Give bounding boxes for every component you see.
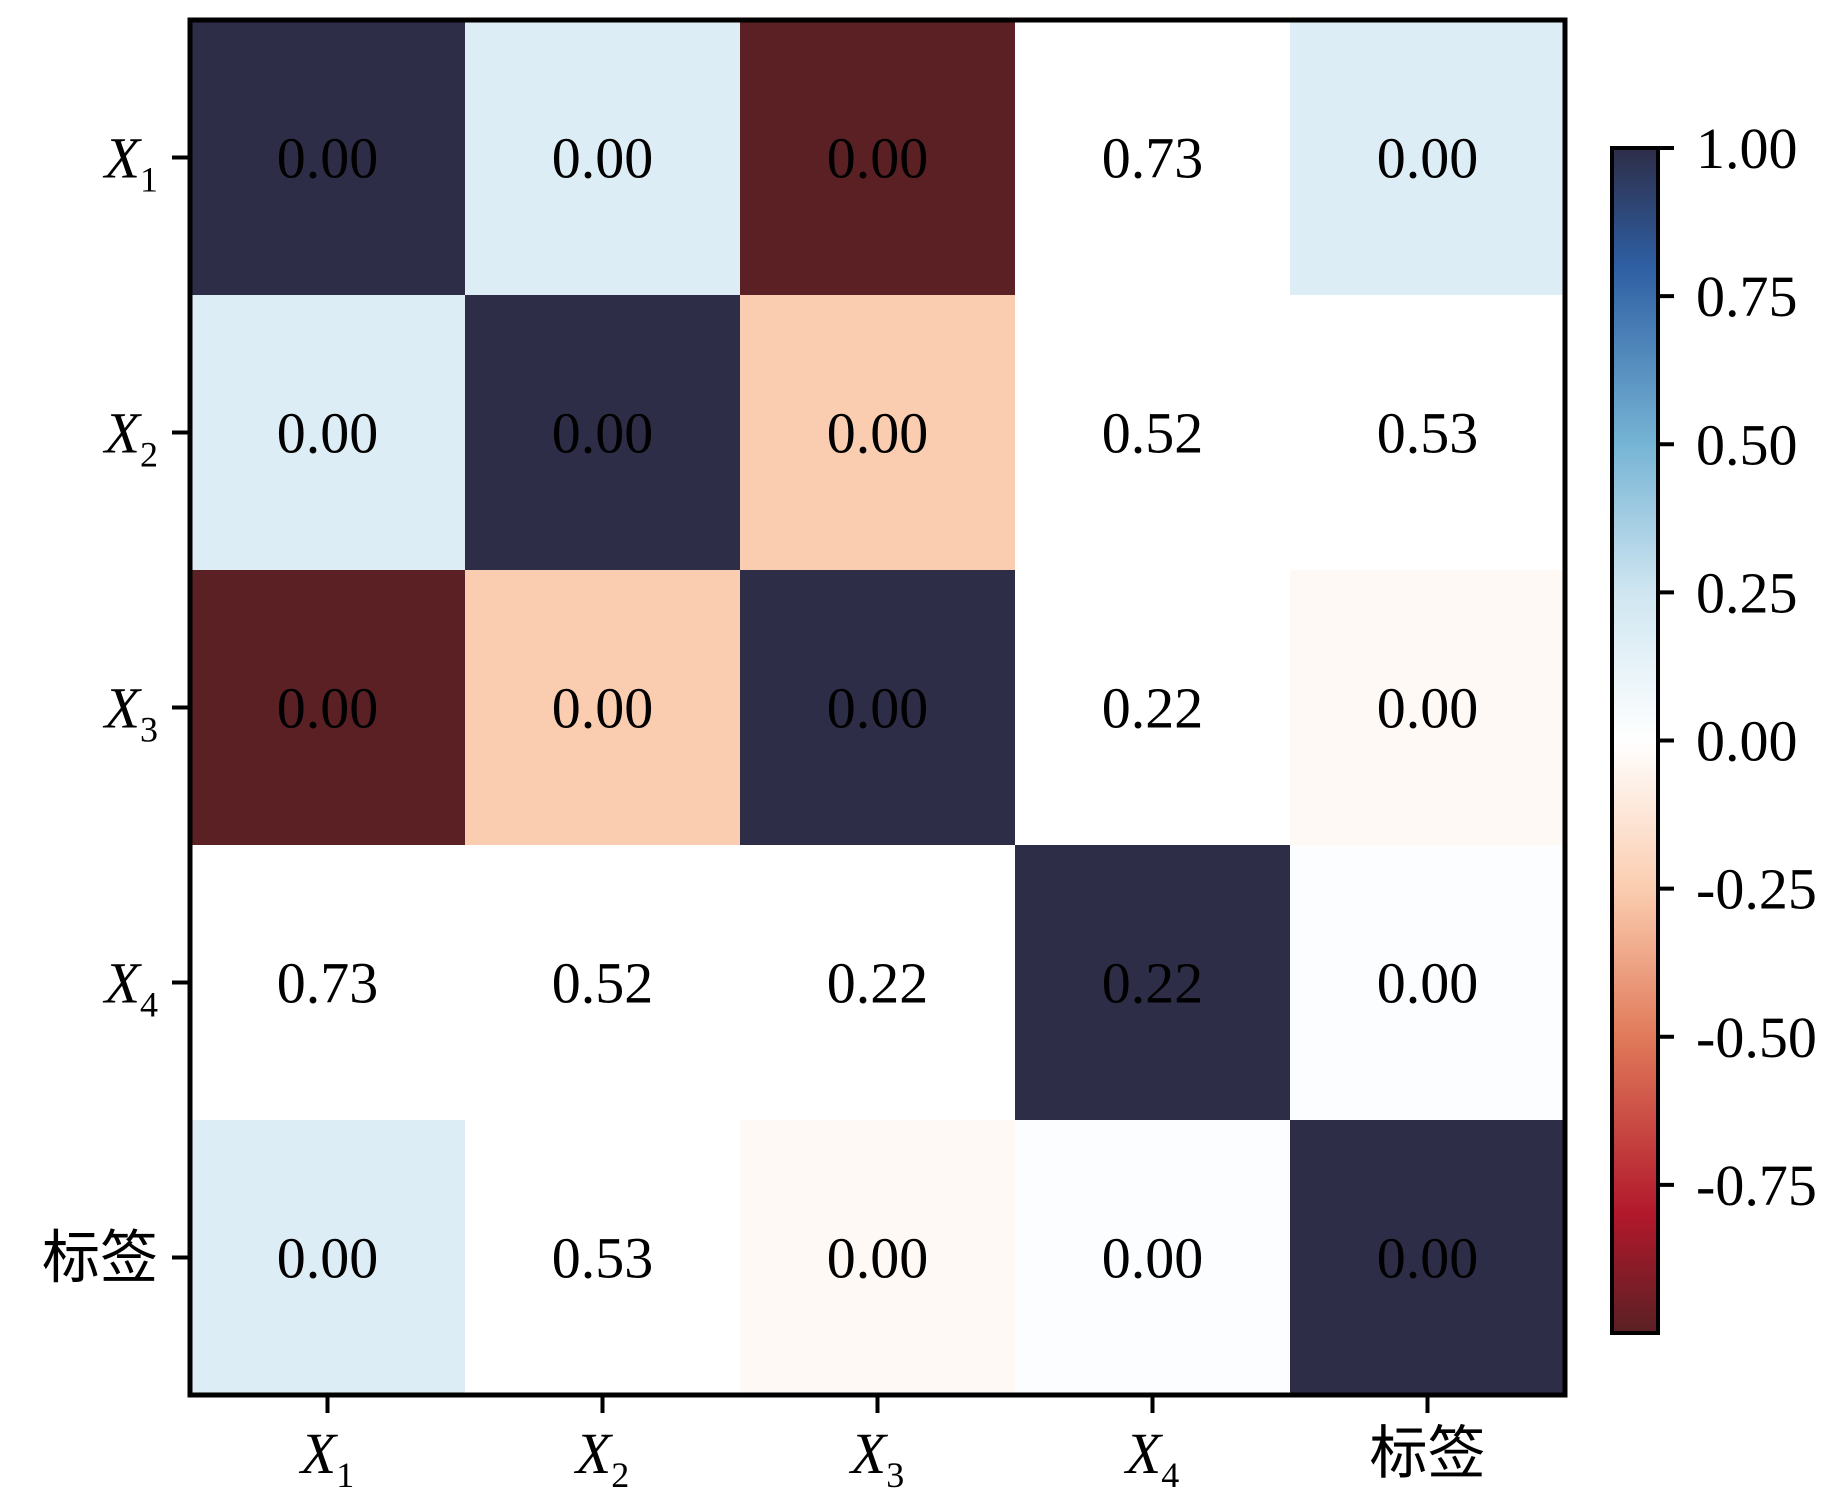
colorbar-tick-label-5: -0.25 — [1696, 857, 1817, 922]
y-tick-label-3: X4 — [103, 951, 158, 1025]
heatmap-cell-4-3 — [1015, 1120, 1290, 1395]
x-tick-label-0-subscript: 1 — [336, 1455, 354, 1495]
heatmap-cell-1-1 — [465, 295, 740, 570]
heatmap-cell-0-3 — [1015, 20, 1290, 295]
x-tick-label-2: X3 — [849, 1421, 904, 1495]
cell-annotation-1-1: 0.00 — [552, 401, 654, 466]
cell-annotation-4-1: 0.53 — [552, 1226, 654, 1291]
x-tick-label-3-base: X — [1124, 1421, 1164, 1486]
heatmap-cell-0-0 — [190, 20, 465, 295]
heatmap-cell-3-3 — [1015, 845, 1290, 1120]
cell-annotation-0-2: 0.00 — [827, 126, 929, 191]
heatmap-cell-0-4 — [1290, 20, 1565, 295]
heatmap-cell-2-1 — [465, 570, 740, 845]
cell-annotation-0-0: 0.00 — [277, 126, 379, 191]
heatmap-cell-2-2 — [740, 570, 1015, 845]
colorbar-gradient — [1610, 146, 1660, 1335]
y-tick-label-2-base: X — [103, 676, 143, 741]
cell-annotation-2-0: 0.00 — [277, 676, 379, 741]
cell-annotation-1-2: 0.00 — [827, 401, 929, 466]
cell-annotation-0-4: 0.00 — [1377, 126, 1479, 191]
heatmap-cell-2-0 — [190, 570, 465, 845]
cell-annotation-4-0: 0.00 — [277, 1226, 379, 1291]
colorbar-tick-label-3: 0.25 — [1696, 560, 1798, 625]
heatmap-cell-2-4 — [1290, 570, 1565, 845]
cell-annotation-1-4: 0.53 — [1377, 401, 1479, 466]
x-tick-label-3-subscript: 4 — [1161, 1455, 1179, 1495]
colorbar: 1.00 0.75 0.50 0.25 0.00 -0.25 -0.50 -0.75 — [1610, 116, 1817, 1335]
heatmap-cell-3-1 — [465, 845, 740, 1120]
x-tick-label-3: X4 — [1124, 1421, 1179, 1495]
cell-annotation-0-1: 0.00 — [552, 126, 654, 191]
cell-annotation-3-2: 0.22 — [827, 951, 929, 1016]
cell-annotation-2-2: 0.00 — [827, 676, 929, 741]
y-tick-label-4-base: 标签 — [42, 1226, 158, 1291]
heatmap-cell-1-4 — [1290, 295, 1565, 570]
y-tick-label-1: X2 — [103, 401, 158, 475]
heatmap-cell-4-0 — [190, 1120, 465, 1395]
cell-annotation-3-4: 0.00 — [1377, 951, 1479, 1016]
y-tick-label-1-subscript: 2 — [140, 435, 158, 475]
heatmap-cell-0-1 — [465, 20, 740, 295]
cell-annotation-4-2: 0.00 — [827, 1226, 929, 1291]
cell-annotation-1-3: 0.52 — [1102, 401, 1204, 466]
cell-annotation-2-3: 0.22 — [1102, 676, 1204, 741]
heatmap-cell-0-2 — [740, 20, 1015, 295]
x-tick-label-0: X1 — [299, 1421, 354, 1495]
colorbar-tick-label-7: -0.75 — [1696, 1153, 1817, 1218]
cell-annotation-2-4: 0.00 — [1377, 676, 1479, 741]
y-tick-label-0: X1 — [103, 126, 158, 200]
y-tick-label-4: 标签 — [42, 1226, 158, 1291]
colorbar-tick-label-6: -0.50 — [1696, 1005, 1817, 1070]
x-tick-label-4-base: 标签 — [1369, 1421, 1485, 1486]
y-tick-label-0-subscript: 1 — [140, 160, 158, 200]
x-tick-label-2-subscript: 3 — [886, 1455, 904, 1495]
x-tick-label-4: 标签 — [1369, 1421, 1485, 1486]
y-tick-label-2-subscript: 3 — [140, 710, 158, 750]
heatmap-cell-1-3 — [1015, 295, 1290, 570]
cell-annotation-3-3: 0.22 — [1102, 951, 1204, 1016]
y-tick-label-2: X3 — [103, 676, 158, 750]
x-tick-label-1-subscript: 2 — [611, 1455, 629, 1495]
x-tick-label-1-base: X — [574, 1421, 614, 1486]
heatmap-cell-3-2 — [740, 845, 1015, 1120]
y-tick-label-3-subscript: 4 — [140, 985, 158, 1025]
x-tick-label-0-base: X — [299, 1421, 339, 1486]
heatmap-cells: 0.00 0.00 0.00 0.73 0.00 0.00 0.00 0.00 0.52 0.53… — [190, 20, 1565, 1395]
y-tick-label-0-base: X — [103, 126, 143, 191]
cell-annotation-4-4: 0.00 — [1377, 1226, 1479, 1291]
cell-annotation-0-3: 0.73 — [1102, 126, 1204, 191]
colorbar-tick-label-0: 1.00 — [1696, 116, 1798, 181]
heatmap-cell-4-2 — [740, 1120, 1015, 1395]
cell-annotation-4-3: 0.00 — [1102, 1226, 1204, 1291]
heatmap-cell-1-2 — [740, 295, 1015, 570]
heatmap-cell-2-3 — [1015, 570, 1290, 845]
y-tick-label-3-base: X — [103, 951, 143, 1016]
heatmap-cell-4-1 — [465, 1120, 740, 1395]
cell-annotation-1-0: 0.00 — [277, 401, 379, 466]
cell-annotation-3-1: 0.52 — [552, 951, 654, 1016]
heatmap-cell-3-0 — [190, 845, 465, 1120]
x-tick-label-2-base: X — [849, 1421, 889, 1486]
heatmap-cell-4-4 — [1290, 1120, 1565, 1395]
cell-annotation-3-0: 0.73 — [277, 951, 379, 1016]
x-tick-label-1: X2 — [574, 1421, 629, 1495]
cell-annotation-2-1: 0.00 — [552, 676, 654, 741]
heatmap-cell-1-0 — [190, 295, 465, 570]
y-tick-label-1-base: X — [103, 401, 143, 466]
heatmap-cell-3-4 — [1290, 845, 1565, 1120]
colorbar-tick-label-4: 0.00 — [1696, 709, 1798, 774]
colorbar-tick-label-1: 0.75 — [1696, 264, 1798, 329]
colorbar-tick-label-2: 0.50 — [1696, 412, 1798, 477]
